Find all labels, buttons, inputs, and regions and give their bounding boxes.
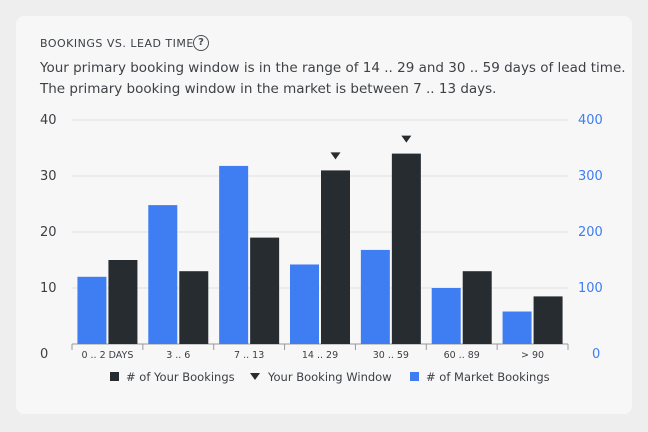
legend-label: # of Your Bookings	[126, 370, 235, 384]
y-right-tick-label: 400	[578, 113, 603, 128]
market-bookings-bar	[502, 311, 532, 344]
chart-description: Your primary booking window is in the ra…	[40, 58, 626, 100]
your-bookings-bar	[108, 260, 138, 344]
y-left-tick-label: 10	[40, 281, 57, 296]
market-bookings-bar	[219, 165, 249, 344]
x-tick-label: 0 .. 2 DAYS	[81, 350, 133, 361]
x-tick-label: 60 .. 89	[444, 350, 480, 361]
legend-label: Your Booking Window	[267, 370, 392, 384]
y-right-tick-label: 100	[578, 281, 603, 296]
x-tick-label: 30 .. 59	[373, 350, 409, 361]
booking-window-marker	[401, 135, 412, 143]
y-right-tick-label: 0	[592, 347, 600, 362]
legend-swatch-market-bookings	[410, 372, 419, 381]
legend-marker-booking-window	[250, 373, 260, 380]
legend-label: # of Market Bookings	[426, 370, 550, 384]
y-right-tick-label: 200	[578, 225, 603, 240]
booking-window-marker	[330, 152, 341, 160]
market-bookings-bar	[290, 264, 319, 344]
description-line-2: The primary booking window in the market…	[40, 81, 497, 97]
your-bookings-bar	[391, 153, 421, 344]
x-tick-label: 7 .. 13	[234, 350, 264, 361]
your-bookings-bar	[462, 271, 492, 344]
y-left-tick-label: 40	[40, 113, 57, 128]
x-tick-label: > 90	[521, 350, 544, 361]
market-bookings-bar	[148, 205, 178, 344]
market-bookings-bar	[431, 288, 461, 344]
x-tick-label: 3 .. 6	[166, 350, 190, 361]
legend-swatch-your-bookings	[110, 372, 119, 381]
y-left-tick-label: 0	[40, 347, 48, 362]
chart-title: BOOKINGS VS. LEAD TIME	[40, 37, 194, 50]
y-right-tick-label: 300	[578, 169, 603, 184]
your-bookings-bar	[533, 296, 563, 344]
your-bookings-bar	[321, 170, 350, 344]
help-icon[interactable]: ?	[193, 35, 209, 51]
y-left-tick-label: 30	[40, 169, 57, 184]
market-bookings-bar	[360, 249, 390, 344]
your-bookings-bar	[179, 271, 209, 344]
x-tick-label: 14 .. 29	[302, 350, 338, 361]
y-left-tick-label: 20	[40, 225, 57, 240]
description-line-1: Your primary booking window is in the ra…	[40, 60, 626, 76]
market-bookings-bar	[77, 276, 107, 344]
your-bookings-bar	[250, 237, 280, 344]
